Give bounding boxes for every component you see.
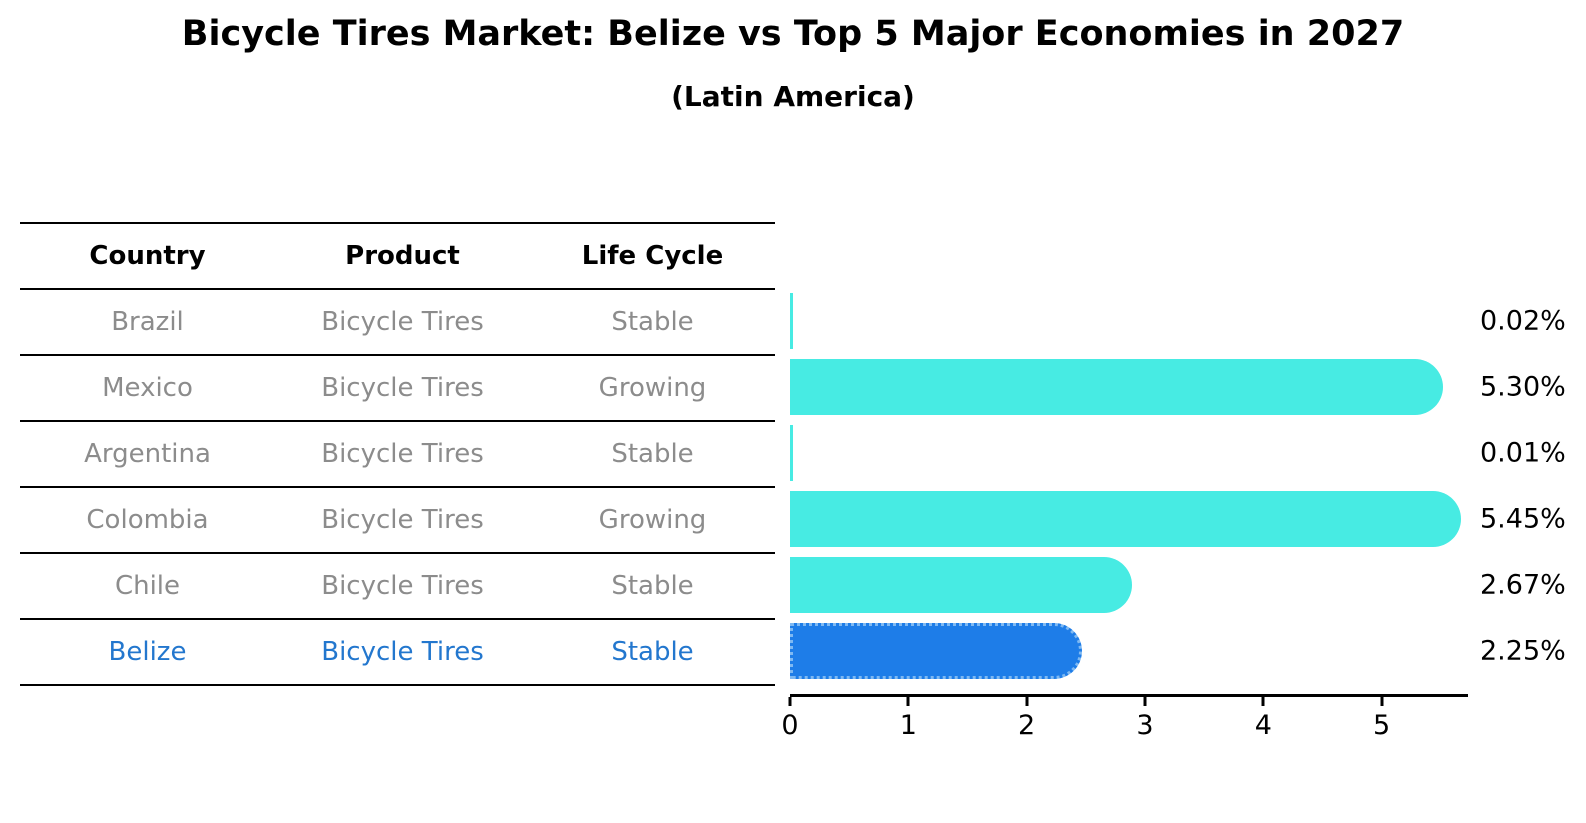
column-header-product: Product: [345, 241, 460, 271]
x-axis-tick-label-4: 4: [1254, 710, 1272, 741]
bar-brazil: [790, 293, 793, 349]
cell-country: Argentina: [84, 439, 211, 469]
cell-life-cycle: Stable: [611, 307, 694, 337]
column-header-country: Country: [89, 241, 206, 271]
cell-life-cycle: Growing: [598, 373, 707, 403]
cell-life-cycle: Stable: [611, 571, 694, 601]
bar-value-label-belize: 2.25%: [1480, 635, 1566, 667]
bar-value-label-chile: 2.67%: [1480, 569, 1566, 601]
bar-row-argentina: 0.01%: [790, 420, 1580, 486]
x-axis-tick-3: [1143, 697, 1147, 706]
x-axis-tick-4: [1261, 697, 1265, 706]
bar-value-label-brazil: 0.02%: [1480, 305, 1566, 337]
x-axis-tick-label-1: 1: [899, 710, 917, 741]
cell-country: Belize: [108, 637, 187, 667]
table-row-chile: Chile Bicycle Tires Stable: [20, 554, 775, 620]
table-row-brazil: Brazil Bicycle Tires Stable: [20, 290, 775, 356]
cell-product: Bicycle Tires: [321, 505, 484, 535]
cell-life-cycle: Growing: [598, 505, 707, 535]
bar-belize: [790, 623, 1083, 679]
page-subtitle: (Latin America): [671, 80, 915, 113]
cell-product: Bicycle Tires: [321, 571, 484, 601]
bar-row-brazil: 0.02%: [790, 288, 1580, 354]
x-axis-tick-0: [788, 697, 792, 706]
x-axis: 0 1 2 3 4 5: [781, 694, 1468, 741]
table-row-mexico: Mexico Bicycle Tires Growing: [20, 356, 775, 422]
cell-product: Bicycle Tires: [321, 637, 484, 667]
table-header-row: Country Product Life Cycle: [20, 224, 775, 290]
bar-row-belize: 2.25%: [790, 618, 1580, 684]
bar-colombia: [790, 491, 1461, 547]
comparison-table: Country Product Life Cycle Brazil Bicycl…: [20, 222, 775, 686]
x-axis-tick-label-5: 5: [1373, 710, 1391, 741]
bar-mexico: [790, 359, 1444, 415]
cell-product: Bicycle Tires: [321, 373, 484, 403]
cell-product: Bicycle Tires: [321, 439, 484, 469]
cell-country: Brazil: [111, 307, 184, 337]
table-row-belize: Belize Bicycle Tires Stable: [20, 620, 775, 686]
bar-value-label-argentina: 0.01%: [1480, 437, 1566, 469]
x-axis-tick-2: [1025, 697, 1029, 706]
bar-value-label-mexico: 5.30%: [1480, 371, 1566, 403]
bar-chile: [790, 557, 1132, 613]
bar-row-mexico: 5.30%: [790, 354, 1580, 420]
cell-life-cycle: Stable: [611, 637, 694, 667]
cell-country: Mexico: [102, 373, 193, 403]
bar-row-colombia: 5.45%: [790, 486, 1580, 552]
cell-country: Colombia: [86, 505, 209, 535]
table-row-colombia: Colombia Bicycle Tires Growing: [20, 488, 775, 554]
bar-value-label-colombia: 5.45%: [1480, 503, 1566, 535]
bar-chart-area: 0.02% 5.30% 0.01% 5.45% 2.67% 2.25%: [790, 288, 1580, 684]
bar-argentina: [790, 425, 793, 481]
column-header-life-cycle: Life Cycle: [581, 241, 724, 271]
cell-product: Bicycle Tires: [321, 307, 484, 337]
bar-row-chile: 2.67%: [790, 552, 1580, 618]
x-axis-tick-label-0: 0: [781, 710, 799, 741]
x-axis-tick-label-2: 2: [1018, 710, 1036, 741]
cell-life-cycle: Stable: [611, 439, 694, 469]
x-axis-tick-label-3: 3: [1136, 710, 1154, 741]
cell-country: Chile: [114, 571, 181, 601]
table-row-argentina: Argentina Bicycle Tires Stable: [20, 422, 775, 488]
x-axis-tick-5: [1380, 697, 1384, 706]
x-axis-tick-1: [906, 697, 910, 706]
page-title: Bicycle Tires Market: Belize vs Top 5 Ma…: [181, 14, 1405, 54]
